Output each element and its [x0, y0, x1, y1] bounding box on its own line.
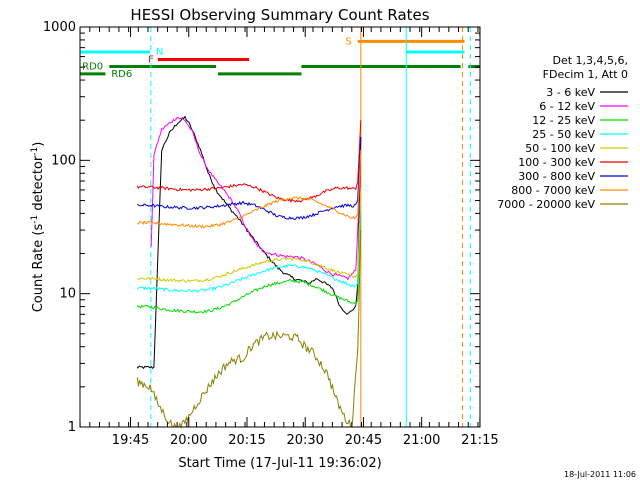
x-tick-label: 20:45	[345, 433, 382, 448]
x-tick-label: 20:00	[170, 433, 207, 448]
flag-label-s: S	[345, 36, 351, 47]
legend-label-7: 800 - 7000 keV	[511, 184, 595, 197]
legend-header-line: Det 1,3,4,5,6,	[552, 54, 628, 67]
legend-label-5: 100 - 300 keV	[518, 156, 595, 169]
y-tick-label: 1	[68, 420, 76, 435]
series-line-5	[136, 120, 362, 203]
series-line-6	[136, 136, 362, 220]
legend-label-4: 50 - 100 keV	[525, 142, 595, 155]
footer-date: 18-Jul-2011 11:06	[564, 470, 636, 479]
legend: Det 1,3,4,5,6,FDecim 1, Att 0 3 - 6 keV6 …	[497, 54, 628, 211]
flag-label-rd0: RD0	[82, 62, 103, 73]
y-axis-label-end: )	[31, 142, 46, 147]
series-line-2	[136, 213, 362, 314]
series-line-7	[137, 149, 362, 229]
flag-label-n: N	[156, 47, 163, 58]
y-tick-label: 100	[51, 153, 76, 168]
y-tick-label: 10	[59, 287, 76, 302]
legend-label-6: 300 - 800 keV	[518, 170, 595, 183]
flag-label-f: F	[148, 55, 154, 66]
series-line-3	[136, 200, 362, 293]
x-tick-label: 20:15	[228, 433, 265, 448]
series-line-4	[136, 189, 362, 283]
series-layer	[136, 115, 362, 429]
legend-label-1: 6 - 12 keV	[539, 100, 595, 113]
y-axis-label-main: Count Rate (s	[31, 224, 46, 313]
legend-label-8: 7000 - 20000 keV	[497, 198, 595, 211]
x-tick-label: 19:45	[112, 433, 149, 448]
y-axis-label-sup1: -1	[30, 215, 40, 224]
y-axis-label-mid: detector	[31, 155, 46, 215]
flags-layer: NF S RD0 RD6	[80, 36, 480, 80]
series-line-8	[136, 230, 362, 429]
x-tick-label: 20:30	[286, 433, 323, 448]
legend-header-line: FDecim 1, Att 0	[543, 68, 628, 81]
y-axis-label: Count Rate (s-1 detector-1)	[30, 142, 46, 313]
chart-title: HESSI Observing Summary Count Rates	[130, 6, 429, 24]
x-axis-label: Start Time (17-Jul-11 19:36:02)	[178, 456, 381, 471]
flag-label-rd6: RD6	[111, 69, 132, 80]
y-tick-label: 1000	[43, 20, 76, 35]
x-tick-label: 21:15	[461, 433, 498, 448]
axes-layer: 1 10 100 1000 19:45 20:00 20:15 20:30 20:45 21:00…	[43, 20, 499, 448]
y-axis-label-sup2: -1	[30, 147, 40, 156]
legend-label-2: 12 - 25 keV	[532, 114, 595, 127]
x-tick-label: 21:00	[403, 433, 440, 448]
legend-label-0: 3 - 6 keV	[546, 86, 595, 99]
series-line-1	[150, 116, 362, 281]
legend-label-3: 25 - 50 keV	[532, 128, 595, 141]
vlines-layer	[150, 27, 471, 427]
plot-frame	[79, 26, 481, 428]
